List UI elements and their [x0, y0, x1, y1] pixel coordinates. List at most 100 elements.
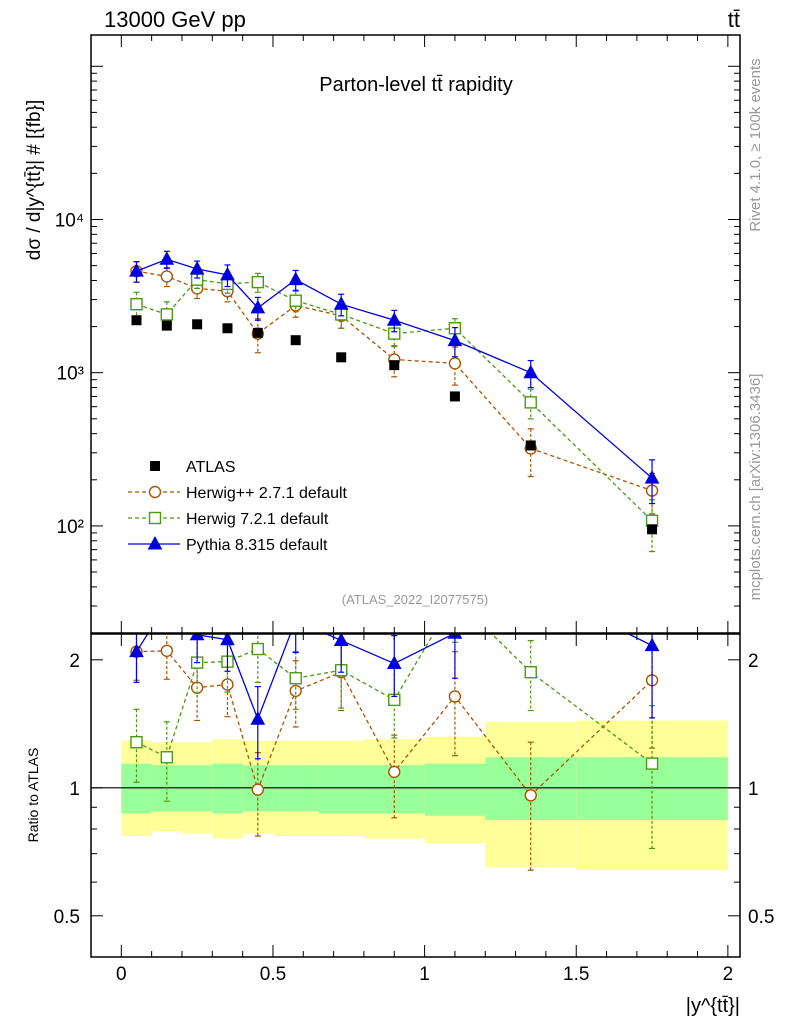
y-axis-title: dσ / d|y^{tt̄}| # [{fb}]	[24, 100, 45, 260]
main-frame	[90, 34, 741, 634]
ratio-tick-label-left-2: 2	[69, 651, 80, 672]
axis-ticks: 0 0.5 1 1.5 2 10² 10³ 10⁴ 0.5 0.5 1 1 2 2	[54, 35, 774, 985]
series-2-point-6	[333, 296, 349, 310]
ratio-2-point-4	[250, 711, 266, 725]
x-axis-title: |y^{tt̄}|	[686, 995, 740, 1017]
series-0-point-1	[160, 270, 174, 283]
series-1-err-4	[254, 272, 261, 293]
series-2-point-10	[644, 470, 660, 484]
ratio-0-point-1	[160, 644, 174, 657]
series-1-point-1	[160, 308, 174, 321]
ratio-2-point-1	[160, 597, 173, 609]
ratio-2-point-2	[189, 634, 205, 641]
series-2-point-2	[189, 260, 205, 275]
atlas-point-2	[192, 319, 203, 330]
ratio-2-err-5	[292, 634, 299, 654]
ratio-2-point-3	[220, 634, 235, 646]
series-2-point-9	[523, 364, 539, 379]
legend-entry-0: Herwig++ 2.7.1 default	[128, 485, 348, 502]
ratio-2-point-9	[524, 579, 537, 591]
series-0-err-9	[527, 428, 534, 478]
ratio-1-point-1	[160, 751, 174, 764]
ratio-line-1	[136, 634, 653, 765]
analysis-id: (ATLAS_2022_I2077575)	[342, 592, 488, 607]
atlas-point-1	[161, 320, 172, 331]
series-line-0	[136, 270, 653, 492]
ratio-tick-label-right-1: 1	[748, 779, 759, 800]
legend-entry-2: Pythia 8.315 default	[128, 535, 328, 554]
ratio-2-err-10	[649, 634, 656, 719]
series-2-point-8	[447, 332, 463, 347]
atlas-point-5	[290, 335, 301, 346]
plot-frames	[90, 34, 741, 958]
series-1-err-9	[527, 388, 534, 420]
ratio-tick-label-right-0: 0.5	[748, 907, 774, 928]
inner-band-8	[424, 763, 486, 816]
legend-atlas-label: ATLAS	[186, 459, 236, 476]
series-2-point-0	[129, 263, 144, 277]
ratio-1-err-1	[163, 721, 170, 802]
series-1-point-0	[130, 297, 143, 311]
atlas-point-4	[252, 327, 263, 338]
ratio-2-err-9	[528, 552, 534, 627]
rivet-version-label: Rivet 4.1.0, ≥ 100k events	[747, 58, 764, 231]
ratio-2-point-6	[333, 634, 349, 647]
legend-marker-0	[148, 485, 162, 499]
x-tick-label-4: 2	[723, 964, 734, 985]
legend-label-2: Pythia 8.315 default	[186, 537, 328, 554]
chart-title: Parton-level tt̄ rapidity	[319, 74, 512, 96]
ratio-1-point-0	[130, 736, 143, 749]
atlas-point-3	[222, 323, 233, 334]
x-tick-label-1: 0.5	[260, 964, 286, 985]
inner-band-6	[318, 765, 364, 814]
x-tick-label-3: 1.5	[563, 964, 589, 985]
ratio-tick-label-left-0: 0.5	[54, 907, 80, 928]
ratio-1-point-9	[524, 666, 537, 679]
series-2-point-1	[159, 251, 175, 265]
inner-band-3	[212, 763, 243, 814]
mcplots-label: mcplots.cern.ch [arXiv:1306.3436]	[747, 374, 764, 601]
legend-atlas-marker	[150, 461, 160, 471]
atlas-point-7	[389, 360, 400, 371]
ratio-y-axis-title: Ratio to ATLAS	[25, 748, 41, 843]
series-1-point-9	[524, 396, 537, 409]
ratio-uncertainty-bands	[121, 720, 728, 871]
legend-entry-atlas: ATLAS	[150, 459, 236, 476]
atlas-data-points	[131, 315, 658, 535]
x-tick-label-0: 0	[116, 964, 127, 985]
series-2-point-7	[386, 312, 402, 326]
legend-marker-1	[148, 511, 162, 525]
legend-label-1: Herwig 7.2.1 default	[186, 511, 329, 528]
series-2-point-5	[288, 271, 304, 286]
legend-entry-1: Herwig 7.2.1 default	[128, 511, 329, 528]
ratio-0-point-9	[524, 789, 537, 802]
ratio-1-point-10	[645, 757, 659, 770]
ratio-1-err-9	[527, 639, 534, 712]
legend-marker-2	[147, 535, 163, 550]
ratio-2-point-0	[129, 643, 144, 658]
series-line-1	[136, 278, 653, 522]
atlas-point-6	[336, 352, 347, 363]
energy-label: 13000 GeV pp	[104, 7, 246, 32]
atlas-point-9	[525, 440, 536, 451]
ratio-0-point-3	[221, 678, 234, 691]
series-1-point-5	[289, 294, 302, 307]
ratio-frame	[90, 633, 741, 958]
ratio-0-point-8	[448, 690, 462, 703]
y-tick-label-1: 10³	[57, 364, 84, 385]
series-2-point-4	[250, 299, 266, 314]
ratio-tick-label-left-1: 1	[69, 779, 80, 800]
ratio-2-err-1	[164, 581, 170, 629]
x-tick-label-2: 1	[419, 964, 430, 985]
legend: ATLAS Herwig++ 2.7.1 default Herwig 7.2.1 …	[128, 459, 348, 554]
series-1-point-4	[251, 275, 264, 289]
process-label: tt̄	[728, 7, 740, 32]
ratio-0-point-7	[388, 765, 401, 779]
ratio-1-point-4	[251, 642, 264, 656]
ratio-tick-label-right-2: 2	[748, 651, 759, 672]
ratio-2-point-7	[386, 655, 402, 670]
series-2-point-3	[220, 266, 235, 281]
ratio-0-point-5	[289, 684, 302, 698]
ratio-0-err-9	[527, 741, 534, 871]
